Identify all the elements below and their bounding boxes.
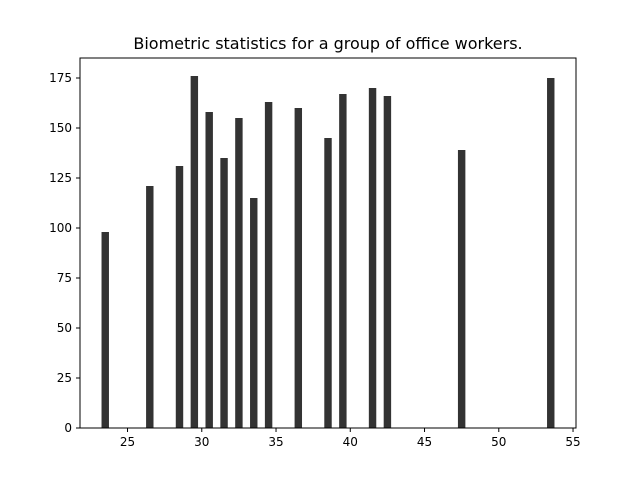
y-axis: 0 25 50 75 100 125 150 175 — [49, 71, 80, 435]
bar-12 — [368, 88, 377, 428]
bar-5 — [220, 158, 228, 428]
x-tick-label-4: 45 — [417, 435, 432, 449]
x-tick-label-5: 50 — [491, 435, 506, 449]
y-tick-label-1: 25 — [57, 371, 72, 385]
x-tick-label-6: 55 — [565, 435, 580, 449]
y-tick-label-2: 50 — [57, 321, 72, 335]
bar-1 — [146, 186, 154, 428]
bar-6 — [235, 118, 243, 428]
bar-3 — [190, 76, 199, 428]
y-tick-label-6: 150 — [49, 121, 72, 135]
bar-13 — [383, 96, 392, 428]
y-tick-label-4: 100 — [49, 221, 72, 235]
y-tick-label-5: 125 — [49, 171, 72, 185]
x-tick-label-1: 30 — [194, 435, 209, 449]
bar-11 — [339, 94, 347, 428]
x-axis: 25 30 35 40 45 50 55 — [120, 428, 581, 449]
bar-10 — [324, 138, 332, 428]
bar-2 — [175, 166, 184, 428]
bar-8 — [264, 102, 273, 428]
plot-frame — [79, 57, 577, 429]
bar-9 — [294, 108, 303, 428]
x-tick-label-3: 40 — [343, 435, 358, 449]
y-tick-label-0: 0 — [64, 421, 72, 435]
bar-0 — [101, 232, 109, 428]
x-tick-label-2: 35 — [268, 435, 283, 449]
bar-4 — [205, 112, 213, 428]
bar-14 — [457, 150, 466, 428]
y-tick-label-3: 75 — [57, 271, 72, 285]
chart-title: Biometric statistics for a group of offi… — [133, 34, 522, 53]
x-tick-label-0: 25 — [120, 435, 135, 449]
bars-group — [101, 76, 555, 428]
bar-7 — [250, 198, 258, 428]
bar-15 — [547, 78, 555, 428]
y-tick-label-7: 175 — [49, 71, 72, 85]
